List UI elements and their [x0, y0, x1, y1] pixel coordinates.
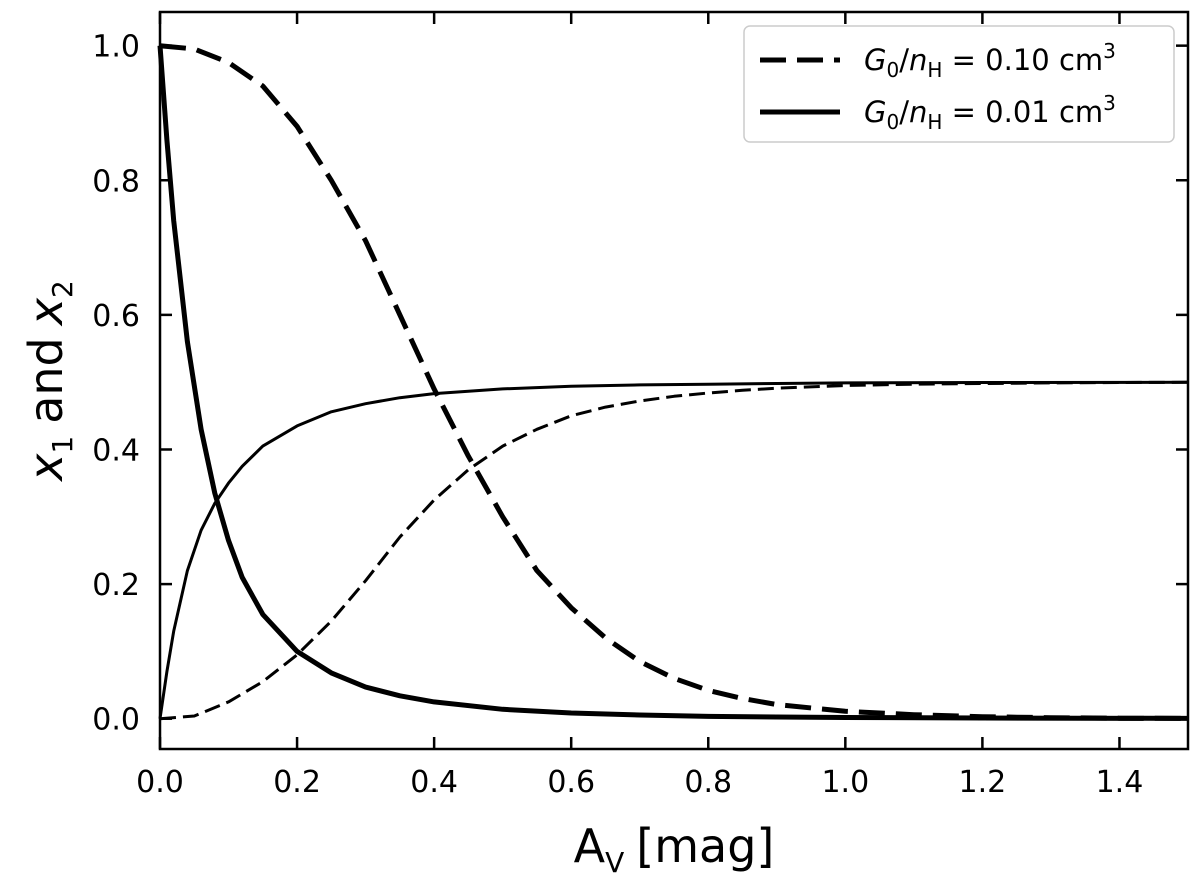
x-axis-label-unit: [mag]	[636, 819, 774, 873]
series-solid-thin-x2	[158, 380, 1189, 719]
series-dashed-thick-x1	[159, 43, 1189, 721]
x-tick-label: 0.0	[136, 765, 184, 800]
y-axis-label-sub2: 2	[46, 280, 79, 298]
x-tick-label: 0.6	[547, 765, 595, 800]
y-tick-label: 0.4	[92, 433, 140, 468]
y-axis-label-sub1: 1	[46, 436, 79, 454]
x-tick-label: 1.4	[1096, 765, 1144, 800]
legend-label-solid-n: n	[909, 95, 927, 129]
y-axis-label: x1andx2	[19, 280, 79, 483]
y-axis-label-var2: x	[19, 297, 73, 327]
x-tick-label: 1.0	[821, 765, 869, 800]
legend-label-dashed-value: = 0.10 cm	[942, 43, 1103, 77]
legend-label-dashed: G0/nH = 0.10 cm3	[864, 39, 1116, 82]
y-tick-label: 0.6	[92, 299, 140, 334]
legend: G0/nH = 0.10 cm3 G0/nH = 0.01 cm3	[743, 25, 1175, 143]
legend-label-dashed-nsub: H	[927, 58, 942, 82]
legend-label-dashed-slash: /	[899, 43, 909, 77]
plot-frame	[158, 10, 1190, 751]
series-solid-thick-x1	[157, 45, 1189, 721]
x-tick-label: 0.2	[273, 765, 321, 800]
x-axis-label: AV [mag]	[574, 819, 775, 879]
y-tick-label: 0.8	[92, 164, 140, 199]
legend-label-dashed-n: n	[909, 43, 927, 77]
y-tick-label: 0.2	[92, 568, 140, 603]
y-axis-label-mid: and	[19, 337, 73, 424]
legend-label-dashed-sup: 3	[1103, 39, 1116, 63]
legend-label-solid-gsub: 0	[886, 110, 899, 134]
legend-label-dashed-g: G	[864, 43, 886, 77]
axis-ticks: 0.0 0.2 0.4 0.6 0.8 1.0 1.2 1.4 0.0 0.2 0.4 0.6 0.8 1…	[92, 12, 1188, 800]
x-axis-label-sub: V	[605, 846, 624, 879]
series-dashed-thin-x2	[159, 380, 1189, 721]
x-tick-label: 1.2	[959, 765, 1007, 800]
y-tick-label: 1.0	[92, 30, 140, 65]
legend-label-solid-g: G	[864, 95, 886, 129]
y-tick-label: 0.0	[92, 703, 140, 738]
legend-label-solid-nsub: H	[927, 110, 942, 134]
x-tick-label: 0.8	[684, 765, 732, 800]
legend-label-dashed-gsub: 0	[886, 58, 899, 82]
legend-label-solid-value: = 0.01 cm	[942, 95, 1103, 129]
legend-label-solid-sup: 3	[1103, 91, 1116, 115]
legend-label-solid-slash: /	[899, 95, 909, 129]
legend-label-solid: G0/nH = 0.01 cm3	[864, 91, 1116, 134]
y-axis-label-var1: x	[19, 453, 73, 483]
legend-box	[743, 25, 1175, 143]
x-axis-label-var: A	[574, 819, 606, 873]
plot-curves	[157, 43, 1189, 721]
x-tick-label: 0.4	[410, 765, 458, 800]
